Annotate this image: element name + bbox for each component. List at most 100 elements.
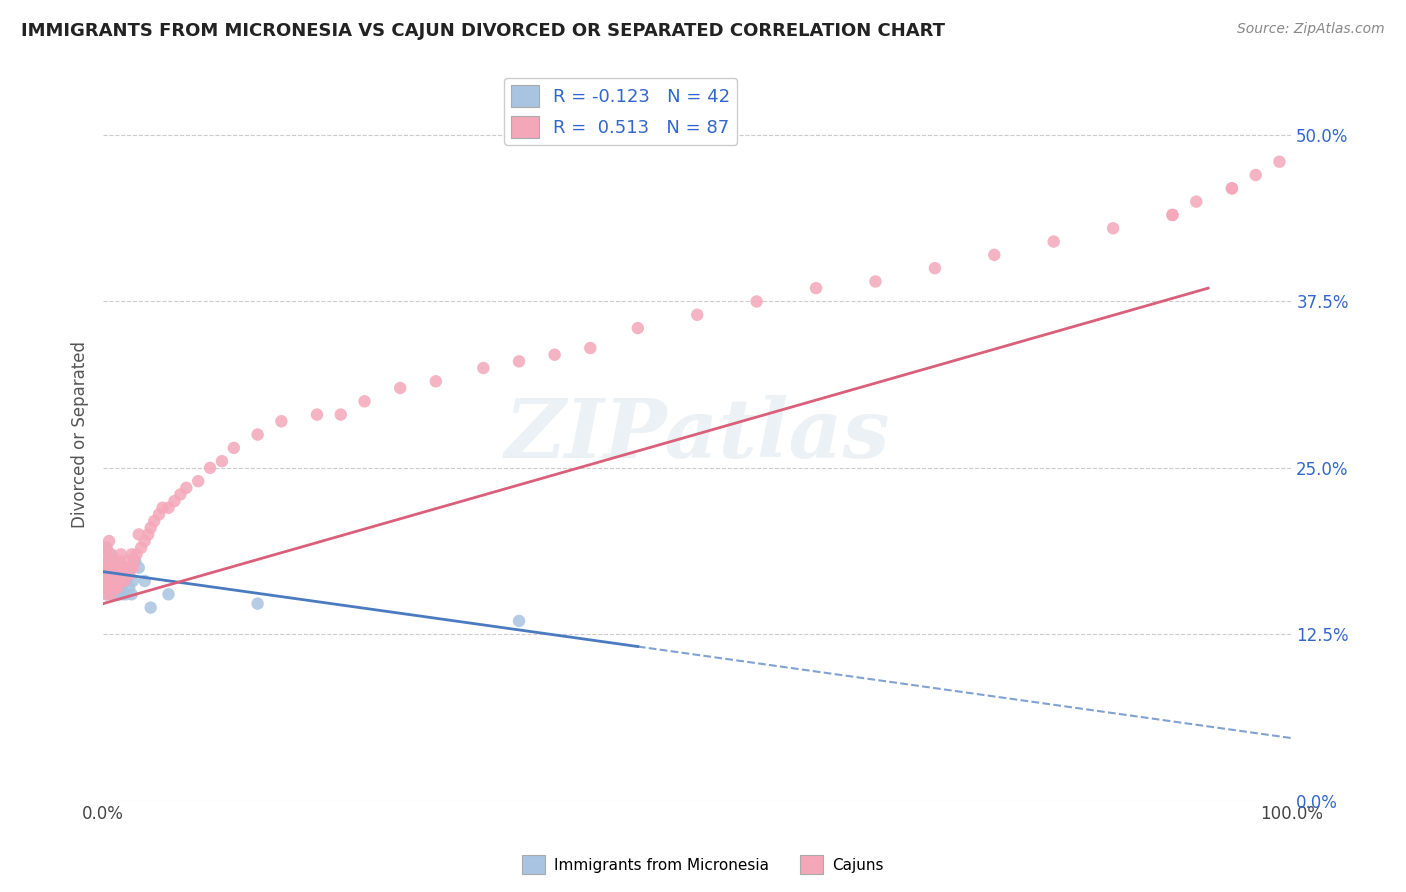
Point	[100, 547, 122, 561]
Point	[100, 587, 122, 601]
Point	[108, 554, 131, 568]
Point	[129, 541, 152, 555]
Point	[745, 294, 768, 309]
Point	[270, 414, 292, 428]
Point	[98, 560, 121, 574]
Point	[121, 587, 143, 601]
Point	[246, 597, 269, 611]
Point	[100, 567, 122, 582]
Point	[187, 474, 209, 488]
Point	[112, 567, 135, 582]
Point	[105, 574, 128, 588]
Point	[163, 494, 186, 508]
Text: ZIPatlas: ZIPatlas	[505, 394, 890, 475]
Text: IMMIGRANTS FROM MICRONESIA VS CAJUN DIVORCED OR SEPARATED CORRELATION CHART: IMMIGRANTS FROM MICRONESIA VS CAJUN DIVO…	[21, 22, 945, 40]
Point	[105, 567, 128, 582]
Point	[94, 574, 117, 588]
Point	[211, 454, 233, 468]
Point	[94, 547, 117, 561]
Point	[686, 308, 709, 322]
Point	[110, 567, 132, 582]
Point	[543, 348, 565, 362]
Point	[1220, 181, 1243, 195]
Point	[98, 574, 121, 588]
Point	[139, 521, 162, 535]
Point	[1102, 221, 1125, 235]
Point	[108, 574, 131, 588]
Point	[104, 567, 127, 582]
Point	[93, 581, 115, 595]
Point	[169, 487, 191, 501]
Point	[1220, 181, 1243, 195]
Point	[96, 567, 118, 582]
Point	[117, 554, 139, 568]
Legend: R = -0.123   N = 42, R =  0.513   N = 87: R = -0.123 N = 42, R = 0.513 N = 87	[505, 78, 737, 145]
Point	[1244, 168, 1267, 182]
Point	[125, 547, 148, 561]
Point	[97, 574, 120, 588]
Point	[96, 587, 118, 601]
Point	[1042, 235, 1064, 249]
Point	[101, 574, 124, 588]
Point	[98, 581, 121, 595]
Point	[105, 560, 128, 574]
Point	[1185, 194, 1208, 209]
Point	[134, 534, 156, 549]
Point	[120, 560, 142, 574]
Point	[121, 574, 143, 588]
Point	[110, 547, 132, 561]
Point	[114, 567, 136, 582]
Point	[110, 581, 132, 595]
Point	[107, 560, 129, 574]
Point	[105, 587, 128, 601]
Point	[157, 500, 180, 515]
Point	[115, 574, 138, 588]
Point	[124, 554, 146, 568]
Point	[104, 581, 127, 595]
Point	[103, 574, 125, 588]
Point	[157, 587, 180, 601]
Point	[865, 275, 887, 289]
Point	[508, 614, 530, 628]
Point	[128, 560, 150, 574]
Point	[107, 567, 129, 582]
Point	[101, 574, 124, 588]
Point	[139, 600, 162, 615]
Point	[305, 408, 328, 422]
Text: Source: ZipAtlas.com: Source: ZipAtlas.com	[1237, 22, 1385, 37]
Point	[924, 261, 946, 276]
Point	[152, 500, 174, 515]
Point	[134, 574, 156, 588]
Point	[94, 541, 117, 555]
Point	[96, 587, 118, 601]
Point	[1268, 154, 1291, 169]
Point	[93, 560, 115, 574]
Point	[103, 574, 125, 588]
Point	[353, 394, 375, 409]
Point	[96, 560, 118, 574]
Point	[198, 460, 221, 475]
Point	[579, 341, 602, 355]
Point	[104, 587, 127, 601]
Point	[104, 554, 127, 568]
Point	[118, 581, 141, 595]
Point	[101, 554, 124, 568]
Point	[121, 547, 143, 561]
Point	[329, 408, 352, 422]
Point	[128, 527, 150, 541]
Point	[111, 587, 134, 601]
Point	[96, 541, 118, 555]
Point	[121, 560, 143, 574]
Point	[105, 574, 128, 588]
Point	[107, 574, 129, 588]
Point	[508, 354, 530, 368]
Point	[105, 581, 128, 595]
Point	[103, 560, 125, 574]
Point	[114, 574, 136, 588]
Point	[143, 514, 166, 528]
Point	[627, 321, 650, 335]
Point	[389, 381, 412, 395]
Point	[98, 534, 121, 549]
Point	[98, 574, 121, 588]
Point	[101, 567, 124, 582]
